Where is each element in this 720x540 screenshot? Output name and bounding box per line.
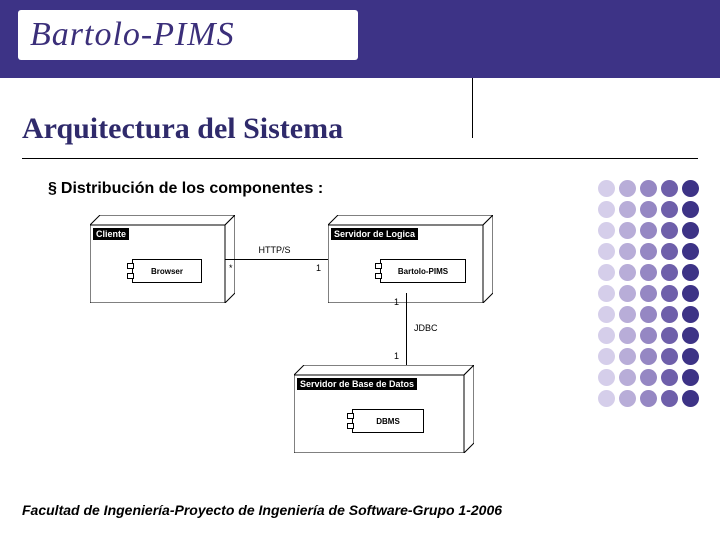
dot: [619, 180, 636, 197]
dot: [598, 180, 615, 197]
dot: [619, 306, 636, 323]
dot: [661, 306, 678, 323]
component-dbms: DBMS: [352, 409, 424, 433]
dot: [598, 348, 615, 365]
dot: [661, 327, 678, 344]
mult-cliente: *: [229, 263, 233, 273]
node-label-logica: Servidor de Logica: [331, 228, 418, 240]
edge-label-cliente-logica: HTTP/S: [259, 245, 291, 255]
dot: [598, 327, 615, 344]
dot: [682, 327, 699, 344]
logo-text: Bartolo-PIMS: [30, 16, 235, 54]
mult-db: 1: [394, 351, 399, 361]
dot: [640, 180, 657, 197]
dot: [640, 369, 657, 386]
decorative-dot-grid: [598, 180, 700, 408]
dot: [682, 348, 699, 365]
dot: [661, 264, 678, 281]
dot: [661, 222, 678, 239]
node-db: Servidor de Base de Datos DBMS: [294, 365, 474, 453]
dot: [682, 285, 699, 302]
dot: [598, 390, 615, 407]
dot: [640, 348, 657, 365]
header-band: Bartolo-PIMS: [0, 0, 720, 78]
vertical-divider: [472, 78, 473, 138]
subtitle-text: Distribución de los componentes :: [61, 180, 323, 197]
deployment-diagram: Cliente Browser Servidor de Logica Bartolo-…: [90, 215, 510, 465]
dot: [640, 222, 657, 239]
dot: [598, 369, 615, 386]
dot: [682, 243, 699, 260]
dot: [640, 306, 657, 323]
dot: [661, 348, 678, 365]
dot: [661, 285, 678, 302]
dot: [619, 201, 636, 218]
dot: [619, 369, 636, 386]
mult-logica: 1: [316, 263, 321, 273]
node-cliente: Cliente Browser: [90, 215, 235, 303]
logo-strip: Bartolo-PIMS: [18, 10, 358, 60]
slide-subtitle: §Distribución de los componentes :: [48, 180, 323, 198]
node-label-db: Servidor de Base de Datos: [297, 378, 417, 390]
dot: [661, 243, 678, 260]
dot: [598, 285, 615, 302]
dot: [619, 264, 636, 281]
dot: [661, 369, 678, 386]
dot: [640, 390, 657, 407]
dot: [619, 222, 636, 239]
dot: [682, 390, 699, 407]
bullet-icon: §: [48, 180, 57, 198]
component-bartolo-pims: Bartolo-PIMS: [380, 259, 466, 283]
dot: [661, 390, 678, 407]
dot: [619, 327, 636, 344]
dot: [682, 306, 699, 323]
dot: [682, 369, 699, 386]
dot: [640, 243, 657, 260]
dot: [619, 390, 636, 407]
dot: [598, 243, 615, 260]
dot: [640, 264, 657, 281]
dot: [640, 327, 657, 344]
mult-logica: 1: [394, 297, 399, 307]
slide-footer: Facultad de Ingeniería-Proyecto de Ingen…: [22, 502, 502, 518]
dot: [619, 348, 636, 365]
horizontal-rule: [22, 158, 698, 159]
dot: [598, 306, 615, 323]
edge-label-logica-db: JDBC: [414, 323, 438, 333]
dot: [661, 180, 678, 197]
edge-cliente-logica: [225, 259, 328, 260]
dot: [598, 264, 615, 281]
dot: [619, 243, 636, 260]
node-logica: Servidor de Logica Bartolo-PIMS: [328, 215, 493, 303]
dot: [619, 285, 636, 302]
dot: [682, 201, 699, 218]
node-label-cliente: Cliente: [93, 228, 129, 240]
dot: [598, 201, 615, 218]
dot: [682, 180, 699, 197]
dot: [682, 222, 699, 239]
dot: [598, 222, 615, 239]
dot: [661, 201, 678, 218]
dot: [640, 285, 657, 302]
edge-logica-db: [406, 293, 407, 365]
component-browser: Browser: [132, 259, 202, 283]
dot: [640, 201, 657, 218]
dot: [682, 264, 699, 281]
slide-title: Arquitectura del Sistema: [22, 112, 343, 146]
